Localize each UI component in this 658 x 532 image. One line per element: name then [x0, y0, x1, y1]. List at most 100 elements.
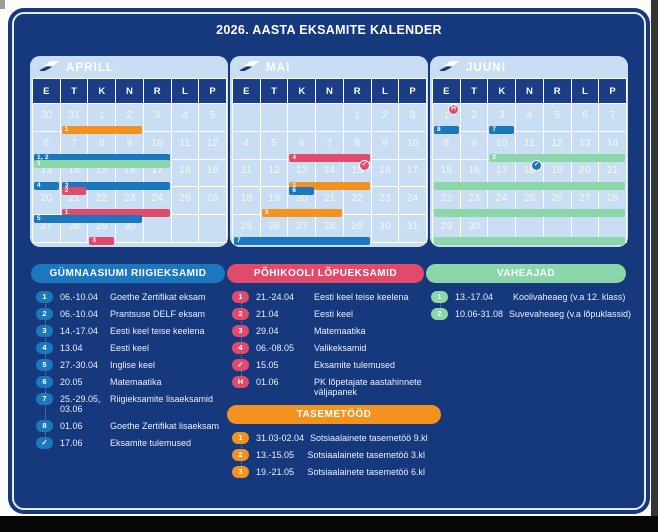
day-cell: 26	[199, 187, 227, 216]
check-badge: ✓	[232, 358, 249, 371]
weekday-header-cell: K	[288, 79, 317, 104]
legend-items-pohikool: 1 21.-24.04 Eesti keel teise keelena 2 21.04…	[232, 290, 425, 398]
day-cell-empty	[143, 215, 172, 243]
day-cell: 9	[460, 131, 489, 160]
day-cell: 30	[33, 104, 61, 132]
legend-item: H 01.06 PK lõpetajate aastahinnete väljapa…	[232, 375, 425, 398]
day-cell: 25	[171, 187, 200, 216]
screen-edge-corner	[0, 0, 5, 9]
weekday-header-cell: L	[371, 79, 400, 104]
day-cell-empty	[171, 215, 200, 243]
event-bar-label: 2	[492, 153, 497, 161]
event-bar: 3	[61, 181, 170, 190]
legend-item-badge: 4	[36, 341, 53, 354]
legend-item-date: 01.06	[60, 420, 83, 431]
legend-item-badge: H	[232, 375, 249, 388]
legend-group-pohikool: PÕHIKOOLI LÕPUEKSAMID 1 21.-24.04 Eesti kee…	[226, 264, 425, 398]
weekday-header-cell: N	[116, 79, 144, 104]
legend-column-3: VAHEAJAD 1 13.-17.04 Koolivaheaeg (v.a 12. …	[425, 264, 631, 482]
event-bar-label: 4	[292, 153, 297, 161]
legend-item-date: 06.-10.04	[60, 308, 99, 319]
legend-item-date: 10.06-31.08	[455, 308, 504, 319]
legend-item-date: 01.06	[256, 376, 279, 387]
legend-item-desc: Riigieksamite lisaeksamid	[110, 393, 214, 404]
legend-item-desc: PK lõpetajate aastahinnete väljapanek	[314, 376, 422, 398]
legend-column-2: PÕHIKOOLI LÕPUEKSAMID 1 21.-24.04 Eesti kee…	[226, 264, 441, 482]
day-cell: 5	[260, 131, 289, 160]
legend-item-badge: 3	[232, 324, 249, 337]
legend-item-desc: Suvevaheaeg (v.a lõpuklassid)	[509, 308, 631, 319]
legend-items-tasemetood: 1 31.03-02.04 Sotsiaalainete tasemetöö 9.k…	[232, 431, 428, 478]
event-bar-label: 4	[37, 181, 41, 189]
event-bar-label: 1	[64, 209, 69, 217]
legend-item-badge: 6	[36, 375, 53, 388]
legend-item-badge: 1	[232, 431, 249, 444]
event-bar: 1	[61, 209, 170, 218]
day-cell: 9	[371, 131, 400, 160]
day-cell: 10	[399, 131, 427, 160]
event-bar-label: 6	[292, 187, 297, 195]
event-bar: 8	[434, 126, 459, 134]
legend-item-badge: 3	[36, 324, 53, 337]
legend-item: ✓ 17.06 Eksamite tulemused	[36, 436, 226, 449]
month-flag-icon	[39, 59, 59, 77]
event-bar: 3	[89, 237, 115, 246]
day-cell: 3	[143, 104, 172, 132]
legend-item-desc: Valikeksamid	[314, 342, 367, 353]
legend-item-desc: Matemaatika	[110, 376, 162, 387]
day-cell: 20	[33, 187, 61, 216]
legends-row: GÜMNAASIUMI RIIGIEKSAMID 1 06.-10.04 Goethe…	[30, 264, 631, 482]
legend-item-date: 21.04	[256, 308, 279, 319]
month-panel-juuni: JUUNI E T K N R L P 1 2 3 4 5 6 7 8 9 10 11 12 13 14 15 16 17 18 1…	[430, 56, 628, 247]
legend-header-pohikool: PÕHIKOOLI LÕPUEKSAMID	[227, 264, 424, 283]
day-cell-empty	[316, 104, 344, 132]
grades-posted-badge: H	[448, 104, 459, 115]
legend-item-badge: 1	[431, 290, 448, 303]
legend-group-gymnaasium: GÜMNAASIUMI RIIGIEKSAMID 1 06.-10.04 Goethe…	[30, 264, 226, 449]
day-cell: 12	[260, 159, 289, 188]
legend-item-desc: Eksamite tulemused	[314, 359, 396, 370]
event-bar-label: 1, 2	[37, 153, 49, 161]
event-bar: 1	[34, 159, 170, 168]
legend-item: 2 06.-10.04 Prantsuse DELF eksam	[36, 307, 226, 320]
legend-item-desc: Eesti keel	[110, 342, 150, 353]
day-cell: 7	[599, 104, 627, 132]
event-bar-label: 5	[37, 215, 41, 223]
legend-item-desc: Matemaatika	[314, 325, 366, 336]
month-flag-icon	[439, 59, 459, 77]
legend-item-badge: 3	[232, 465, 249, 478]
legend-item-badge: 2	[36, 307, 53, 320]
legend-item-date: 21.-24.04	[256, 291, 295, 302]
legend-item-desc: Eesti keel	[314, 308, 354, 319]
event-bar-label: 7	[492, 126, 497, 133]
legend-item-date: 13.-17.04	[455, 291, 494, 302]
legend-group-tasemetood: TASEMETÖÖD 1 31.03-02.04 Sotsiaalainete tas…	[226, 405, 441, 478]
calendar-poster-card: 2026. AASTA EKSAMITE KALENDER APRILL E T K N…	[8, 8, 650, 514]
calendar-grid: E T K N R L P 1 2 3 4 5 6 7 8 9 10 11 12 13 14 15 16 17 18 19 20 21…	[232, 78, 427, 246]
month-header: APRILL	[39, 59, 114, 77]
day-cell: 6	[571, 104, 600, 132]
day-cell: 11	[233, 159, 261, 188]
event-bar-label: 2	[292, 181, 297, 189]
event-bar-label: 2	[64, 187, 69, 195]
legend-item: 1 31.03-02.04 Sotsiaalainete tasemetöö 9.k…	[232, 431, 428, 444]
day-cell: 2	[371, 104, 400, 132]
legend-item-badge: 2	[232, 307, 249, 320]
day-cell: 5	[199, 104, 227, 132]
event-bar-label: 1	[37, 159, 41, 167]
month-panel-aprill: APRILL E T K N R L P 30 31 1 2 3 4 5 6 7 8 9 10 11 12 13 14 15 16…	[30, 56, 228, 247]
weekday-header-cell: R	[543, 79, 572, 104]
legend-header-vaheajad: VAHEAJAD	[426, 264, 626, 283]
day-cell: 24	[399, 187, 427, 216]
legend-item: 1 13.-17.04 Koolivaheaeg (v.a 12. klass)	[431, 290, 627, 303]
event-bar: 2	[489, 153, 625, 162]
event-bar	[434, 237, 625, 246]
legend-item: 3 19.-21.05 Sotsiaalainete tasemetöö 6.kl	[232, 465, 425, 478]
legend-item-desc: Sotsiaalainete tasemetöö 9.kl	[310, 432, 428, 443]
legend-item-date: 31.03-02.04	[256, 432, 305, 443]
day-cell: 5	[543, 104, 572, 132]
event-bar-label: 3	[64, 181, 69, 189]
legend-item: 4 06.-08.05 Valikeksamid	[232, 341, 425, 354]
weekday-header-cell: E	[233, 79, 261, 104]
day-cell-empty	[199, 215, 227, 243]
